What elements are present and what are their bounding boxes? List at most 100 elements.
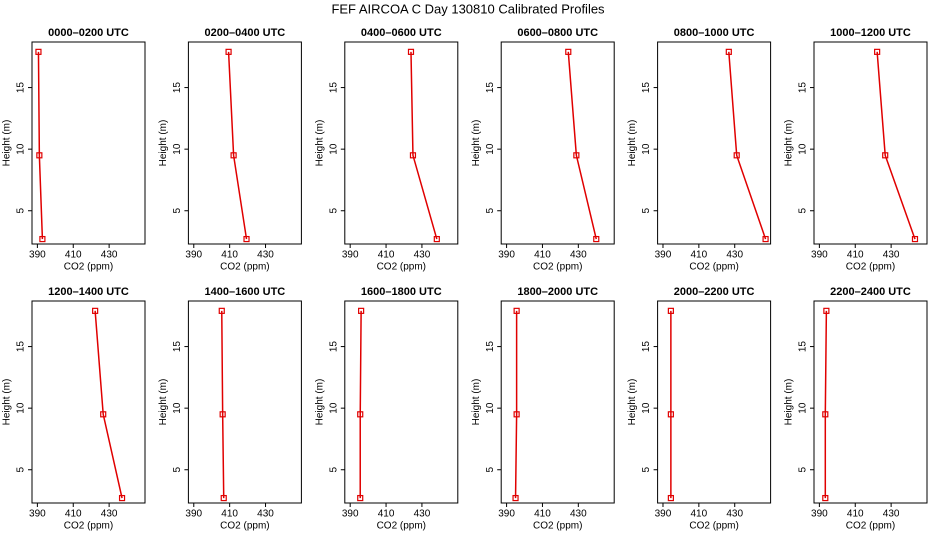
x-axis-label: CO2 (ppm) (377, 521, 426, 532)
x-axis-label: CO2 (ppm) (64, 262, 113, 273)
y-axis-label: Height (m) (627, 120, 638, 167)
y-axis-label: Height (m) (2, 120, 13, 167)
profile-point (667, 494, 674, 502)
plot-frame (344, 300, 459, 504)
panel-title: 1800–2000 UTC (517, 286, 598, 298)
y-tick-label: 10 (641, 402, 652, 414)
y-tick-label: 15 (16, 341, 27, 353)
profile-point (409, 152, 417, 159)
x-tick-label: 410 (378, 250, 395, 261)
profile-point (357, 494, 364, 502)
y-tick-label: 5 (16, 208, 27, 214)
y-axis-label: Height (m) (784, 379, 795, 426)
x-tick-label: 410 (847, 509, 864, 520)
profile-point (225, 48, 232, 55)
x-tick-label: 410 (534, 250, 551, 261)
y-axis-label: Height (m) (314, 120, 325, 167)
x-tick-label: 430 (570, 250, 587, 261)
x-tick-label: 430 (883, 250, 900, 261)
y-axis-label: Height (m) (314, 379, 325, 426)
x-axis-label: CO2 (ppm) (846, 521, 895, 532)
profile-point (358, 307, 365, 314)
y-tick-label: 15 (328, 82, 339, 94)
profile-line (728, 51, 767, 240)
x-tick-label: 390 (498, 509, 515, 520)
y-tick-label: 15 (798, 82, 809, 94)
y-tick-label: 5 (798, 467, 809, 473)
y-tick-label: 15 (172, 341, 183, 353)
y-axis-label: Height (m) (158, 120, 169, 167)
profile-point (218, 307, 225, 314)
x-axis-label: CO2 (ppm) (689, 262, 738, 273)
profile-point (911, 235, 919, 243)
profile-line (410, 51, 438, 240)
y-tick-label: 15 (172, 82, 183, 94)
x-tick-label: 390 (655, 509, 672, 520)
x-tick-label: 390 (29, 250, 46, 261)
x-tick-label: 430 (257, 509, 274, 520)
y-axis-label: Height (m) (471, 120, 482, 167)
profile-point (762, 235, 769, 243)
y-tick-label: 5 (485, 467, 496, 473)
y-axis-label: Height (m) (784, 120, 795, 167)
profile-point (667, 307, 674, 314)
x-axis-label: CO2 (ppm) (533, 521, 582, 532)
panel-title: 1600–1800 UTC (361, 286, 442, 298)
profile-point (667, 411, 674, 418)
x-tick-label: 410 (691, 250, 708, 261)
plot-frame (813, 41, 928, 245)
x-tick-label: 390 (185, 509, 202, 520)
profile-point (92, 307, 99, 314)
x-tick-label: 410 (691, 509, 708, 520)
profile-line (514, 310, 518, 499)
x-tick-label: 430 (414, 250, 431, 261)
profile-point (565, 48, 572, 55)
plot-frame (657, 41, 772, 245)
x-tick-label: 430 (726, 509, 743, 520)
y-tick-label: 15 (485, 341, 496, 353)
plot-frame (31, 300, 146, 504)
y-tick-label: 10 (328, 402, 339, 414)
plot-frame (344, 41, 459, 245)
y-tick-label: 10 (641, 143, 652, 155)
x-tick-label: 410 (65, 250, 82, 261)
x-axis-label: CO2 (ppm) (846, 262, 895, 273)
x-tick-label: 390 (342, 250, 359, 261)
x-tick-label: 410 (221, 250, 238, 261)
y-tick-label: 15 (641, 82, 652, 94)
profile-point (593, 235, 600, 243)
panel-title: 0600–0800 UTC (517, 27, 598, 39)
profile-line (824, 310, 828, 499)
x-tick-label: 430 (726, 250, 743, 261)
x-tick-label: 410 (534, 509, 551, 520)
x-tick-label: 430 (414, 509, 431, 520)
x-axis-label: CO2 (ppm) (220, 262, 269, 273)
profile-point (407, 48, 415, 55)
x-tick-label: 390 (342, 509, 359, 520)
x-tick-label: 430 (101, 250, 118, 261)
x-tick-label: 390 (811, 509, 828, 520)
y-tick-label: 15 (328, 341, 339, 353)
x-axis-label: CO2 (ppm) (377, 262, 426, 273)
y-axis-label: Height (m) (471, 379, 482, 426)
x-tick-label: 410 (221, 509, 238, 520)
profile-point (118, 494, 126, 502)
y-tick-label: 5 (798, 208, 809, 214)
profile-line (37, 51, 44, 240)
profile-point (725, 48, 732, 55)
profile-point (822, 411, 829, 418)
profile-line (876, 51, 916, 240)
profile-point (513, 307, 520, 314)
x-tick-label: 410 (847, 250, 864, 261)
profile-line (221, 310, 225, 499)
plot-frame (657, 300, 772, 504)
panel-title: 1400–1600 UTC (205, 286, 286, 298)
plot-frame (31, 41, 146, 245)
profile-point (39, 235, 46, 243)
profile-point (823, 307, 830, 314)
y-tick-label: 10 (485, 402, 496, 414)
x-tick-label: 390 (498, 250, 515, 261)
y-tick-label: 5 (641, 467, 652, 473)
y-tick-label: 10 (328, 143, 339, 155)
